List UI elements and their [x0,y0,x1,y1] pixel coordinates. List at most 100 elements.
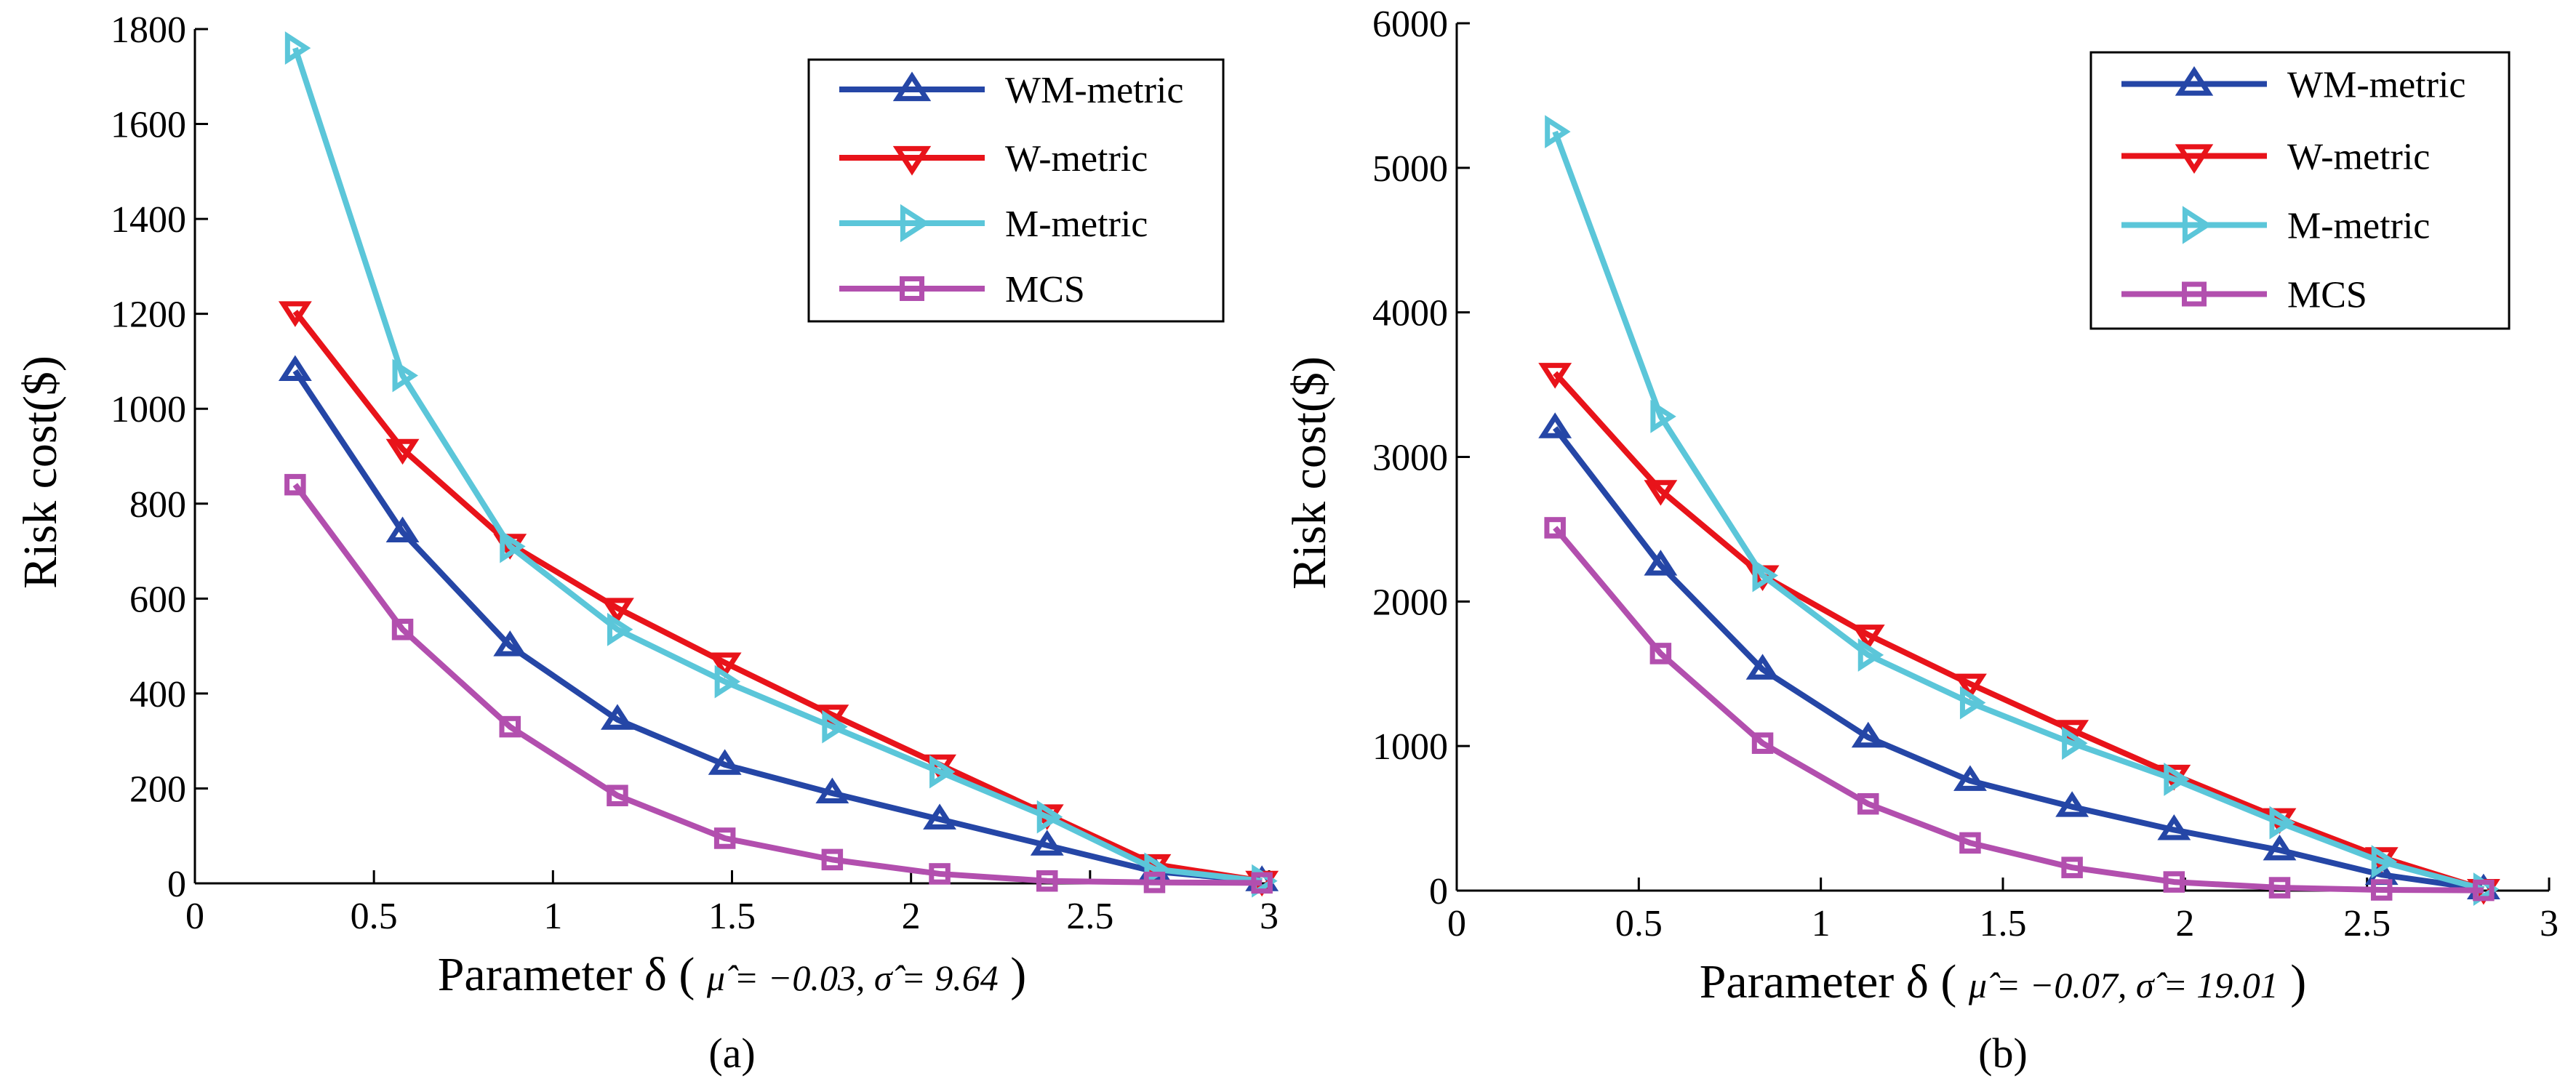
legend-label-w-metric: W-metric [1005,138,1148,180]
legend-label-m-metric: M-metric [1005,204,1148,245]
y-tick-label: 6000 [1372,4,1448,45]
series-line-wm-metric [292,369,1263,884]
x-tick-label: 0.5 [351,896,398,937]
x-axis-label-prefix: Parameter δ ( [1700,955,1969,1008]
data-point-wm-metric [1644,550,1678,576]
y-tick-label: 600 [129,579,186,620]
y-tick-label: 5000 [1372,148,1448,190]
series-line-wm-metric [1553,426,2484,892]
panel-label: (b) [1978,1029,2028,1077]
y-tick-label: 3000 [1372,438,1448,479]
x-tick-label: 1 [1812,903,1831,944]
data-point-wm-metric [815,777,849,803]
data-point-mcs [2473,879,2495,902]
data-point-mcs [499,715,521,738]
data-point-w-metric [1953,673,1987,700]
data-point-mcs [284,473,306,496]
data-point-m-metric [284,31,311,65]
y-tick-label: 0 [1429,871,1448,912]
y-tick-label: 1000 [1372,726,1448,768]
data-point-mcs [929,863,951,885]
legend-marker-wm-metric [2175,66,2214,96]
y-axis-label: Risk cost($) [1283,356,1336,590]
x-axis-label: Parameter δ ( μ̂ = −0.07, σ̂ = 19.01 ) [1700,955,2307,1008]
y-tick-label: 800 [129,484,186,526]
data-point-w-metric [601,598,634,624]
data-point-mcs [1036,870,1058,892]
data-point-mcs [2370,879,2393,901]
data-point-wm-metric [2263,834,2297,861]
data-point-w-metric [385,438,420,465]
series-line-w-metric [292,309,1263,884]
data-point-wm-metric [923,803,956,830]
legend-label-mcs: MCS [2287,275,2367,316]
x-tick-label: 0 [1447,903,1466,944]
data-point-m-metric [929,755,956,789]
legend-label-mcs: MCS [1005,269,1085,310]
legend-marker-w-metric [892,145,932,176]
data-point-m-metric [2371,845,2398,879]
legend: WM-metric W-metric M-metric MCS [2089,51,2511,330]
data-point-m-metric [2164,762,2190,796]
y-tick-label: 400 [129,674,186,715]
x-tick-label: 2 [2175,903,2194,944]
data-point-wm-metric [385,516,420,542]
data-point-wm-metric [2055,791,2089,817]
x-tick-label: 1 [543,896,562,937]
legend: WM-metric W-metric M-metric MCS [807,58,1225,323]
legend-label-wm-metric: WM-metric [2287,65,2465,106]
legend-label-w-metric: W-metric [2287,137,2430,178]
data-point-m-metric [822,710,848,744]
x-tick-label: 1.5 [708,896,756,937]
series-line-w-metric [1553,371,2485,892]
legend-label-m-metric: M-metric [2287,206,2430,247]
legend-box [807,58,1225,323]
data-point-mcs [1544,517,1566,539]
y-tick-label: 1600 [111,105,186,146]
x-tick-label: 2 [902,896,921,937]
data-point-m-metric [607,612,633,646]
x-tick-label: 3 [2540,903,2559,944]
data-point-m-metric [1545,115,1571,149]
x-tick-label: 0 [185,896,204,937]
x-axis-label: Parameter δ ( μ̂ = −0.03, σ̂ = 9.64 ) [438,948,1027,1001]
data-point-mcs [1649,643,1672,665]
y-tick-label: 1200 [111,294,186,336]
chart-a: 0 200 400 600 800 1000 1200 1400 1600 1800 0 0.5 1 1.… [14,9,1279,1077]
data-point-wm-metric [493,630,527,657]
data-point-w-metric [1644,480,1678,506]
series-line-m-metric [292,47,1263,884]
data-point-m-metric [714,665,741,699]
series-line-mcs [1553,526,2484,894]
data-point-m-metric [1959,686,1986,720]
data-point-mcs [391,619,414,641]
series-line-m-metric [1552,130,2484,892]
x-tick-label: 0.5 [1615,903,1663,944]
data-point-m-metric [2062,726,2088,760]
series-line-mcs [292,483,1263,886]
x-axis-label-prefix: Parameter δ ( [438,948,707,1001]
legend-marker-m-metric [900,204,930,243]
legend-box [2089,51,2511,330]
legend-marker-mcs [2182,281,2207,307]
data-point-wm-metric [1851,721,1885,748]
data-point-m-metric [500,529,526,563]
data-point-m-metric [2269,806,2295,840]
y-tick-label: 2000 [1372,582,1448,623]
x-tick-label: 1.5 [1980,903,2027,944]
data-point-mcs [1251,872,1273,894]
legend-marker-w-metric [2175,144,2214,174]
data-point-mcs [1143,871,1166,894]
legend-label-wm-metric: WM-metric [1005,70,1183,111]
data-point-wm-metric [601,704,634,730]
data-point-m-metric [1752,558,1779,593]
y-tick-label: 0 [167,864,186,905]
legend-marker-wm-metric [892,71,932,102]
data-point-m-metric [392,358,418,393]
data-point-m-metric [1650,399,1676,433]
panel-label: (a) [708,1029,755,1077]
data-point-mcs [2163,871,2185,893]
data-point-wm-metric [278,355,312,381]
data-point-w-metric [278,301,312,327]
